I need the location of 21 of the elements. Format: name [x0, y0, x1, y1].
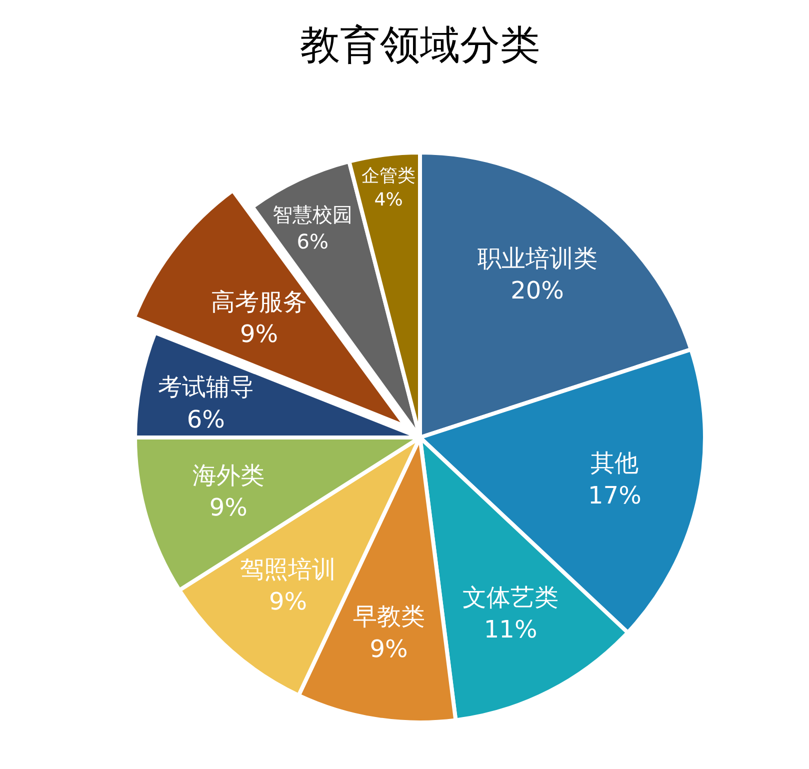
slice-label: 智慧校园	[272, 202, 353, 227]
data-label: 9%	[209, 493, 248, 522]
data-label: 11%	[484, 616, 538, 644]
slice-label: 早教类	[352, 602, 425, 631]
data-label: 6%	[186, 405, 225, 434]
data-label: 20%	[510, 276, 564, 304]
slice-label: 其他	[590, 449, 639, 478]
slice-label: 企管类	[362, 165, 416, 186]
chart-title: 教育领域分类	[300, 22, 540, 68]
data-label: 17%	[588, 481, 642, 510]
slice-label: 驾照培训	[240, 555, 336, 584]
data-label: 9%	[240, 320, 278, 348]
slice-label: 考试辅导	[158, 373, 254, 402]
slice-label: 海外类	[192, 461, 264, 490]
slice-label: 高考服务	[210, 288, 307, 316]
data-label: 6%	[296, 230, 328, 254]
slice-label: 职业培训类	[477, 244, 598, 272]
data-label: 9%	[269, 587, 308, 616]
slice-label: 文体艺类	[462, 583, 559, 612]
data-label: 9%	[370, 634, 408, 663]
data-label: 4%	[374, 189, 403, 210]
